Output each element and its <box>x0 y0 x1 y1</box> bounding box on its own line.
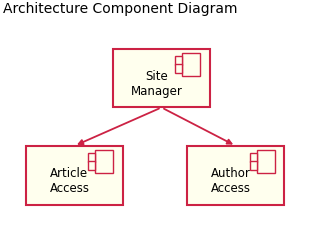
Text: Architecture Component Diagram: Architecture Component Diagram <box>3 2 238 16</box>
Bar <box>175 65 182 74</box>
Bar <box>88 162 95 170</box>
Bar <box>88 154 95 162</box>
Bar <box>250 162 257 170</box>
Bar <box>26 146 123 205</box>
Bar <box>187 146 284 205</box>
Bar <box>250 154 257 162</box>
Bar <box>95 151 113 173</box>
Bar <box>113 50 210 108</box>
Bar <box>257 151 275 173</box>
Text: Site
Manager: Site Manager <box>131 69 182 97</box>
Text: Article
Access: Article Access <box>49 166 89 194</box>
Text: Author
Access: Author Access <box>211 166 251 194</box>
Bar <box>182 54 200 76</box>
Bar <box>175 57 182 65</box>
